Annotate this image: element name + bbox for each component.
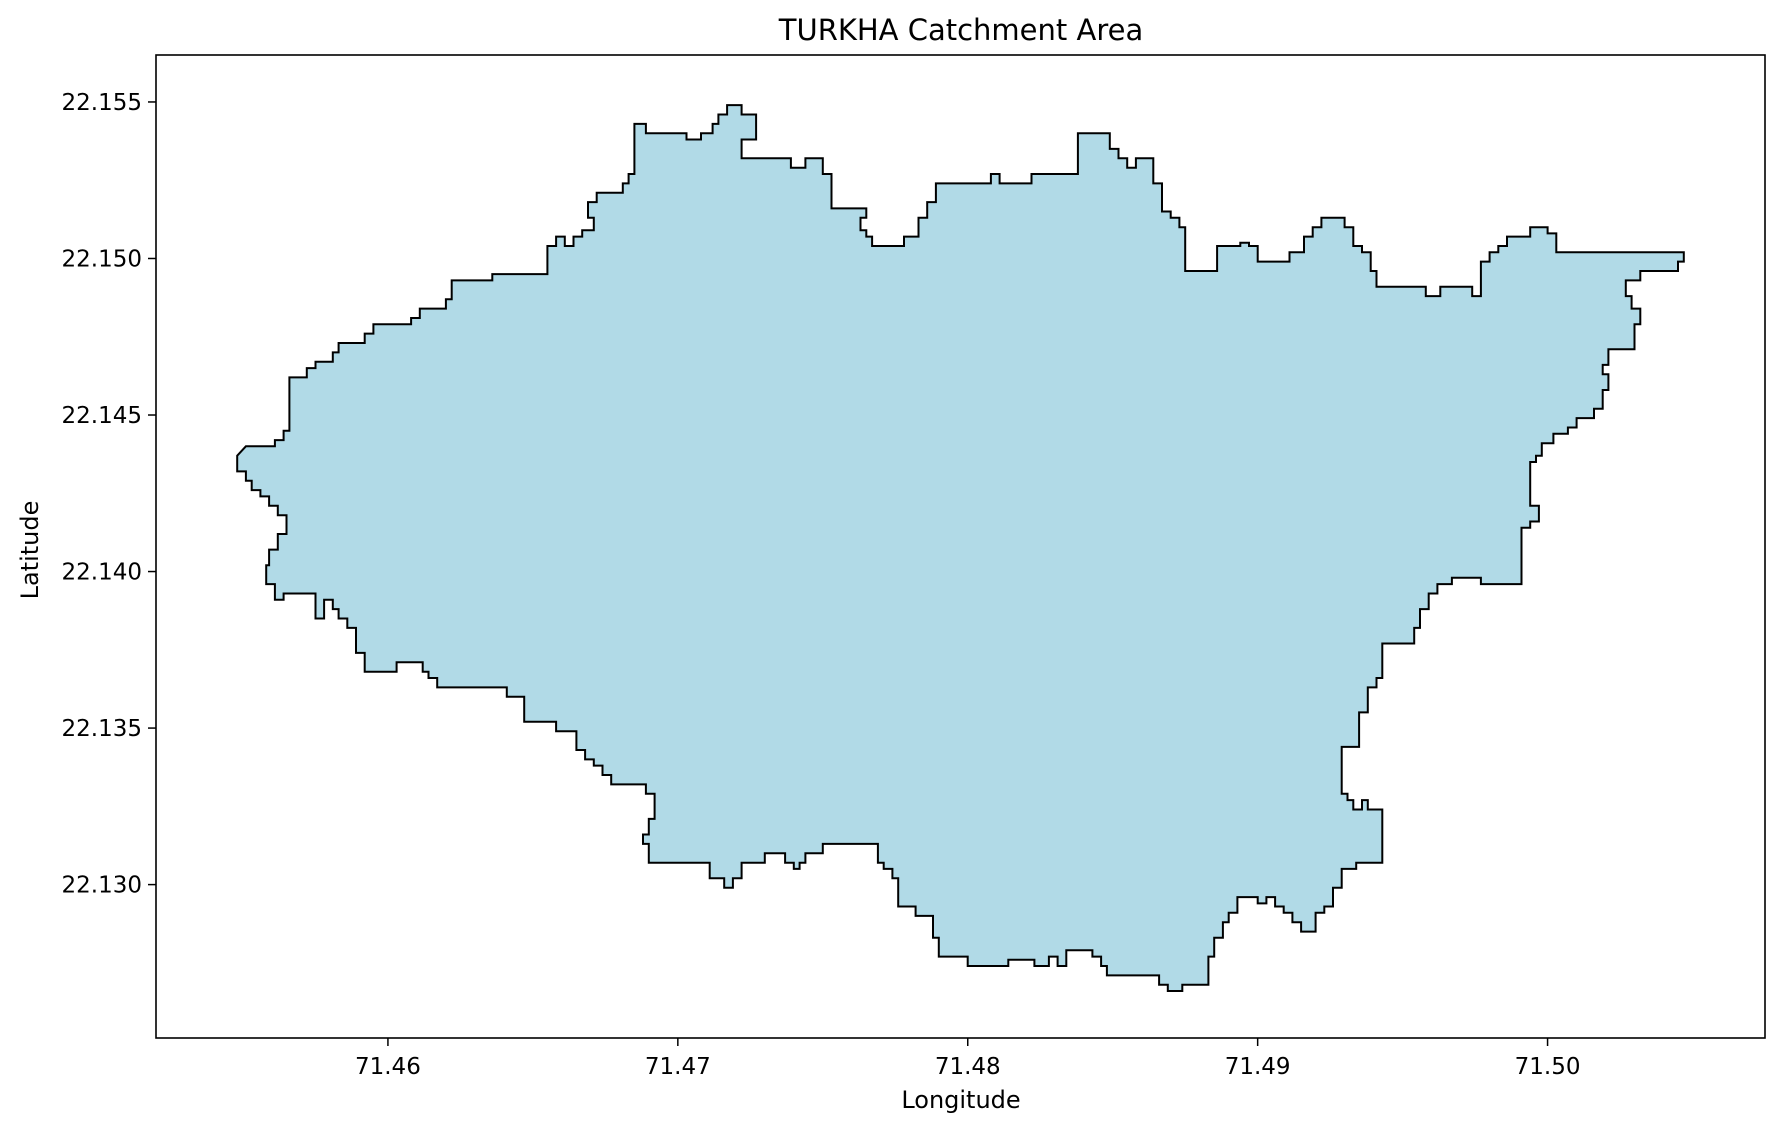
y-axis: 22.130 22.135 22.140 22.145 22.150 22.155	[62, 90, 156, 899]
x-axis-label: Longitude	[901, 1086, 1020, 1114]
y-tick-label: 22.135	[62, 716, 142, 742]
x-axis: 71.46 71.47 71.48 71.49 71.50	[355, 1038, 1580, 1080]
x-tick-label: 71.49	[1225, 1054, 1291, 1080]
x-tick-label: 71.50	[1515, 1054, 1581, 1080]
y-tick-label: 22.150	[62, 246, 142, 272]
y-axis-label: Latitude	[16, 501, 44, 600]
y-tick-label: 22.145	[62, 403, 142, 429]
plot-frame	[155, 54, 1766, 1039]
y-tick-label: 22.130	[62, 873, 142, 899]
x-tick-label: 71.48	[935, 1054, 1001, 1080]
y-tick-label: 22.140	[62, 560, 142, 586]
y-tick-label: 22.155	[62, 90, 142, 116]
x-tick-label: 71.47	[645, 1054, 711, 1080]
catchment-polygon	[236, 104, 1685, 992]
chart-title: TURKHA Catchment Area	[778, 13, 1143, 47]
x-tick-label: 71.46	[355, 1054, 421, 1080]
plot-area	[236, 104, 1685, 992]
